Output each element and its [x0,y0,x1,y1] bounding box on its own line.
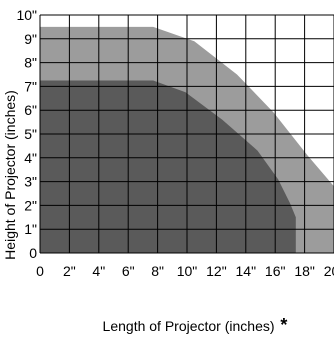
y-tick-label: 0 [29,245,37,261]
x-axis-title-text: Length of Projector (inches) [103,318,275,334]
x-tick-label: 0 [36,263,44,279]
x-axis-title: Length of Projector (inches) * [103,315,288,335]
y-tick-label: 9" [24,31,37,47]
x-tick-label: 8" [151,263,164,279]
y-axis-tick-labels: 0 1" 2" 3" 4" 5" 6" 7" 8" 9" 10" [16,7,37,261]
x-axis-tick-labels: 0 2" 4" 6" 8" 10" 12" 14" 16" 18" 20" [36,263,334,279]
y-axis-title: Height of Projector (inches) [2,90,18,260]
x-tick-label: 2" [63,263,76,279]
x-tick-label: 16" [265,263,286,279]
x-tick-label: 12" [206,263,227,279]
y-tick-label: 10" [16,7,37,23]
y-tick-label: 4" [24,150,37,166]
x-tick-label: 4" [92,263,105,279]
y-tick-label: 5" [24,126,37,142]
x-tick-label: 18" [294,263,315,279]
x-axis-title-mark: * [280,315,287,335]
chart-grid [39,14,334,254]
y-tick-label: 8" [24,55,37,71]
x-tick-label: 20" [324,263,334,279]
y-tick-label: 1" [24,221,37,237]
y-tick-label: 2" [24,197,37,213]
y-tick-label: 6" [24,102,37,118]
x-tick-label: 6" [122,263,135,279]
clearance-area-2 [40,80,296,253]
y-tick-label: 3" [24,174,37,190]
y-tick-label: 7" [24,78,37,94]
x-tick-label: 10" [177,263,198,279]
x-tick-label: 14" [236,263,257,279]
